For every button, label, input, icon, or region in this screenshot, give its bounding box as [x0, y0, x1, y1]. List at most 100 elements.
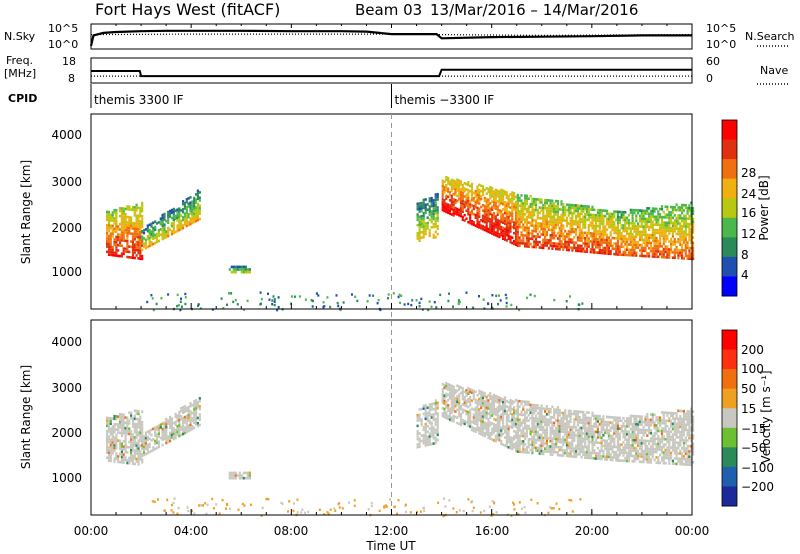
- echo-cell: [585, 250, 589, 253]
- echo-cell: [481, 399, 485, 402]
- echo-cell: [595, 414, 598, 418]
- echo-cell: [183, 201, 186, 205]
- echo-cell: [513, 419, 516, 422]
- echo-cell: [137, 246, 140, 250]
- echo-cell: [591, 213, 594, 217]
- echo-cell: [107, 456, 111, 460]
- echo-cell: [458, 214, 461, 217]
- echo-cell: [582, 440, 585, 443]
- echo-cell: [637, 243, 640, 247]
- near-range-cell: [420, 297, 423, 301]
- echo-cell: [476, 404, 479, 408]
- echo-cell: [106, 443, 109, 446]
- echo-cell: [436, 208, 439, 212]
- echo-cell: [673, 214, 676, 217]
- near-range-cell: [457, 299, 460, 302]
- echo-cell: [441, 396, 444, 399]
- echo-cell: [679, 240, 682, 244]
- echo-cell: [589, 454, 592, 457]
- echo-cell: [624, 438, 627, 441]
- echo-cell: [428, 208, 431, 211]
- echo-cell: [193, 202, 196, 205]
- echo-cell: [422, 404, 425, 408]
- echo-cell: [115, 452, 118, 455]
- echo-cell: [591, 250, 594, 254]
- near-range-cell: [277, 306, 280, 309]
- echo-cell: [137, 425, 140, 429]
- echo-cell: [538, 201, 541, 204]
- echo-cell: [126, 445, 129, 449]
- echo-cell: [502, 400, 505, 404]
- echo-cell: [653, 210, 656, 213]
- echo-cell: [640, 431, 643, 434]
- power-colorbar-color-7: [722, 256, 737, 277]
- echo-cell: [575, 455, 578, 459]
- echo-cell: [585, 213, 589, 216]
- echo-cell: [560, 224, 563, 227]
- echo-cell: [513, 416, 516, 420]
- echo-cell: [502, 234, 505, 238]
- echo-cell: [525, 432, 528, 436]
- echo-cell: [600, 211, 603, 215]
- echo-cell: [571, 211, 574, 215]
- echo-cell: [553, 448, 556, 451]
- echo-cell: [627, 425, 631, 428]
- echo-cell: [489, 186, 492, 189]
- echo-cell: [569, 433, 572, 437]
- echo-cell: [531, 234, 534, 238]
- echo-cell: [640, 254, 643, 258]
- echo-cell: [529, 432, 532, 436]
- echo-cell: [686, 209, 689, 212]
- echo-cell: [480, 189, 483, 193]
- echo-cell: [533, 441, 536, 444]
- echo-cell: [454, 391, 457, 395]
- echo-cell: [520, 204, 523, 208]
- echo-cell: [635, 433, 638, 437]
- echo-cell: [567, 246, 570, 249]
- echo-cell: [560, 427, 563, 431]
- echo-cell: [111, 214, 114, 217]
- echo-cell: [688, 228, 691, 231]
- echo-cell: [503, 201, 507, 204]
- echo-cell: [547, 423, 550, 427]
- echo-cell: [430, 442, 433, 446]
- echo-cell: [185, 222, 188, 225]
- echo-cell: [155, 240, 159, 244]
- echo-cell: [615, 250, 618, 253]
- echo-cell: [174, 415, 177, 418]
- echo-cell: [633, 235, 636, 239]
- echo-cell: [613, 432, 616, 435]
- echo-cell: [509, 425, 512, 429]
- echo-cell: [524, 202, 527, 205]
- echo-cell: [627, 251, 631, 254]
- echo-cell: [107, 240, 111, 243]
- echo-cell: [646, 447, 649, 451]
- echo-cell: [155, 232, 159, 236]
- echo-cell: [472, 408, 475, 411]
- echo-cell: [476, 399, 479, 402]
- echo-cell: [642, 217, 645, 220]
- echo-cell: [434, 436, 437, 440]
- echo-cell: [448, 199, 452, 202]
- echo-cell: [620, 216, 623, 219]
- echo-cell: [137, 249, 140, 252]
- echo-cell: [520, 440, 523, 443]
- echo-cell: [514, 235, 518, 239]
- echo-cell: [458, 401, 461, 404]
- echo-cell: [681, 251, 684, 255]
- echo-cell: [516, 413, 519, 416]
- echo-cell: [522, 210, 525, 213]
- echo-cell: [616, 218, 620, 222]
- echo-cell: [677, 240, 680, 244]
- echo-cell: [604, 214, 607, 218]
- echo-cell: [126, 424, 129, 428]
- echo-cell: [542, 243, 545, 247]
- echo-cell: [505, 418, 508, 422]
- echo-cell: [141, 453, 144, 456]
- echo-cell: [111, 417, 114, 420]
- echo-cell: [124, 437, 127, 441]
- echo-cell: [498, 225, 501, 228]
- echo-cell: [596, 430, 599, 434]
- echo-cell: [126, 427, 129, 430]
- near-range-cell: [322, 306, 325, 309]
